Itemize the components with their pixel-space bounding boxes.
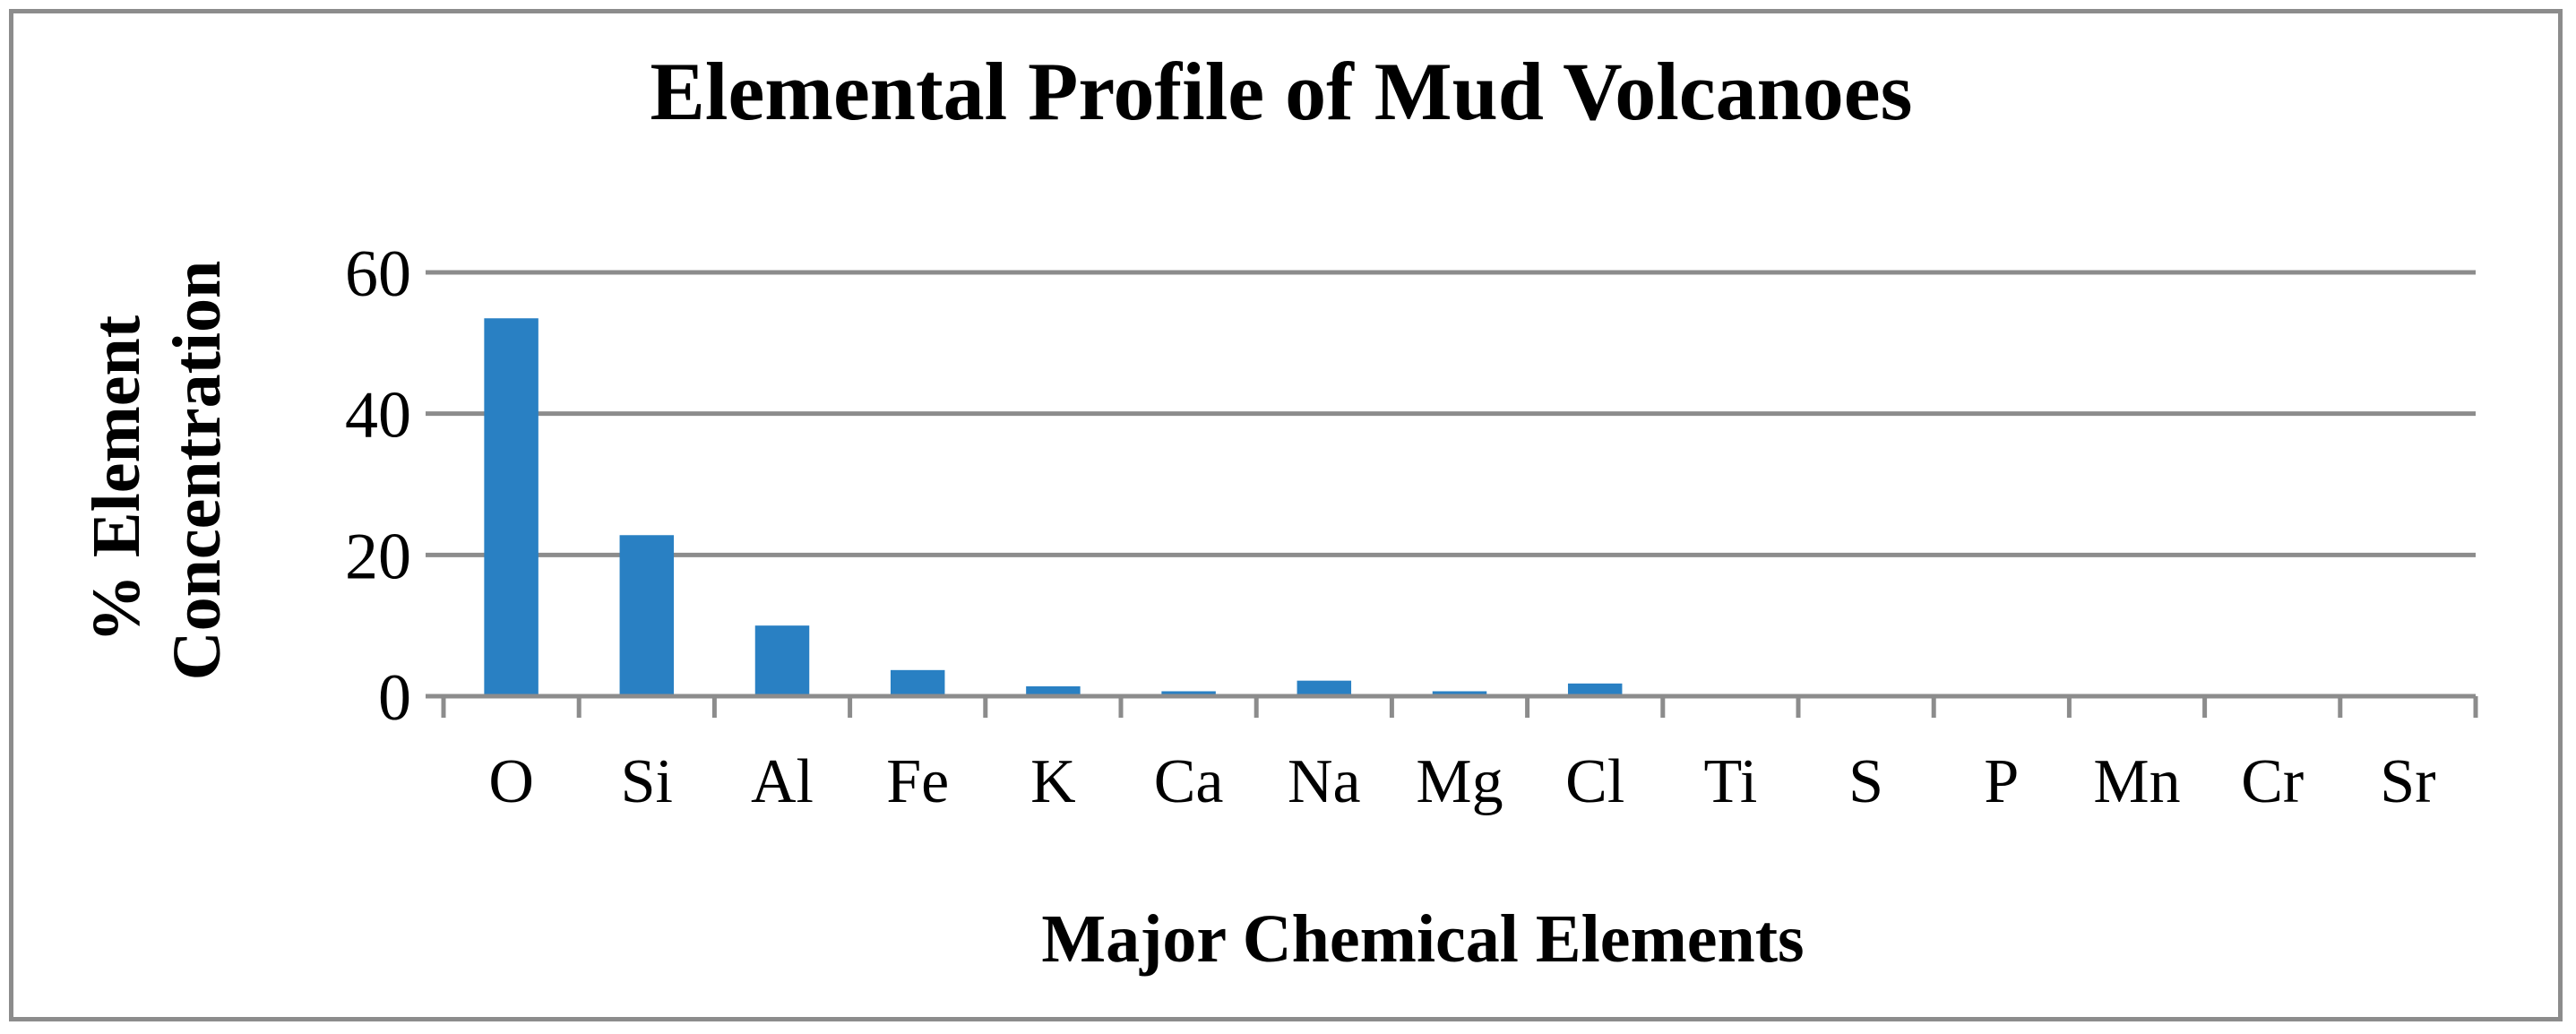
bar-Ca [1161,691,1216,696]
x-tick-label-Na: Na [1288,747,1361,816]
y-tick-label-40: 40 [345,379,411,452]
x-axis [426,694,2478,718]
y-axis-title-line-1: % Element [79,315,154,642]
y-tick-label-0: 0 [378,661,411,735]
bar-Si [619,535,675,696]
x-tick-label-Fe: Fe [886,747,949,816]
x-tick-label-Mn: Mn [2093,747,2180,816]
x-tick-label-O: O [488,747,534,816]
x-tick-labels: O Si Al Fe K Ca Na Mg Cl Ti S P Mn Cr Sr [488,747,2435,816]
x-tick-label-Si: Si [621,747,673,816]
bar-chart: Elemental Profile of Mud Volcanoes 0 20 40… [79,46,2478,977]
x-tick-label-Cr: Cr [2241,747,2304,816]
bar-Mg [1432,691,1487,696]
x-tick-label-Al: Al [751,747,814,816]
y-axis-title: % Element Concentration [79,261,235,681]
x-tick-label-P: P [1984,747,2019,816]
y-tick-labels: 0 20 40 60 [345,237,411,735]
chart-title: Elemental Profile of Mud Volcanoes [650,46,1913,137]
bar-O [484,318,538,696]
gridlines [426,270,2476,557]
y-axis-title-line-2: Concentration [159,261,235,681]
x-tick-label-Cl: Cl [1565,747,1624,816]
bar-Na [1297,680,1352,696]
x-tick-label-K: K [1030,747,1076,816]
chart-frame: Elemental Profile of Mud Volcanoes 0 20 40… [9,9,2563,1021]
x-tick-label-Mg: Mg [1416,747,1503,816]
bar-Fe [890,669,945,696]
x-axis-title: Major Chemical Elements [1041,901,1804,977]
x-tick-label-Ca: Ca [1154,747,1224,816]
bars [484,318,1623,696]
x-tick-label-Ti: Ti [1704,747,1758,816]
x-tick-label-Sr: Sr [2380,747,2435,816]
x-tick-label-S: S [1848,747,1883,816]
y-tick-label-60: 60 [345,237,411,311]
bar-Al [754,625,810,696]
y-tick-label-20: 20 [345,520,411,593]
bar-K [1026,685,1081,696]
bar-Cl [1567,683,1623,696]
